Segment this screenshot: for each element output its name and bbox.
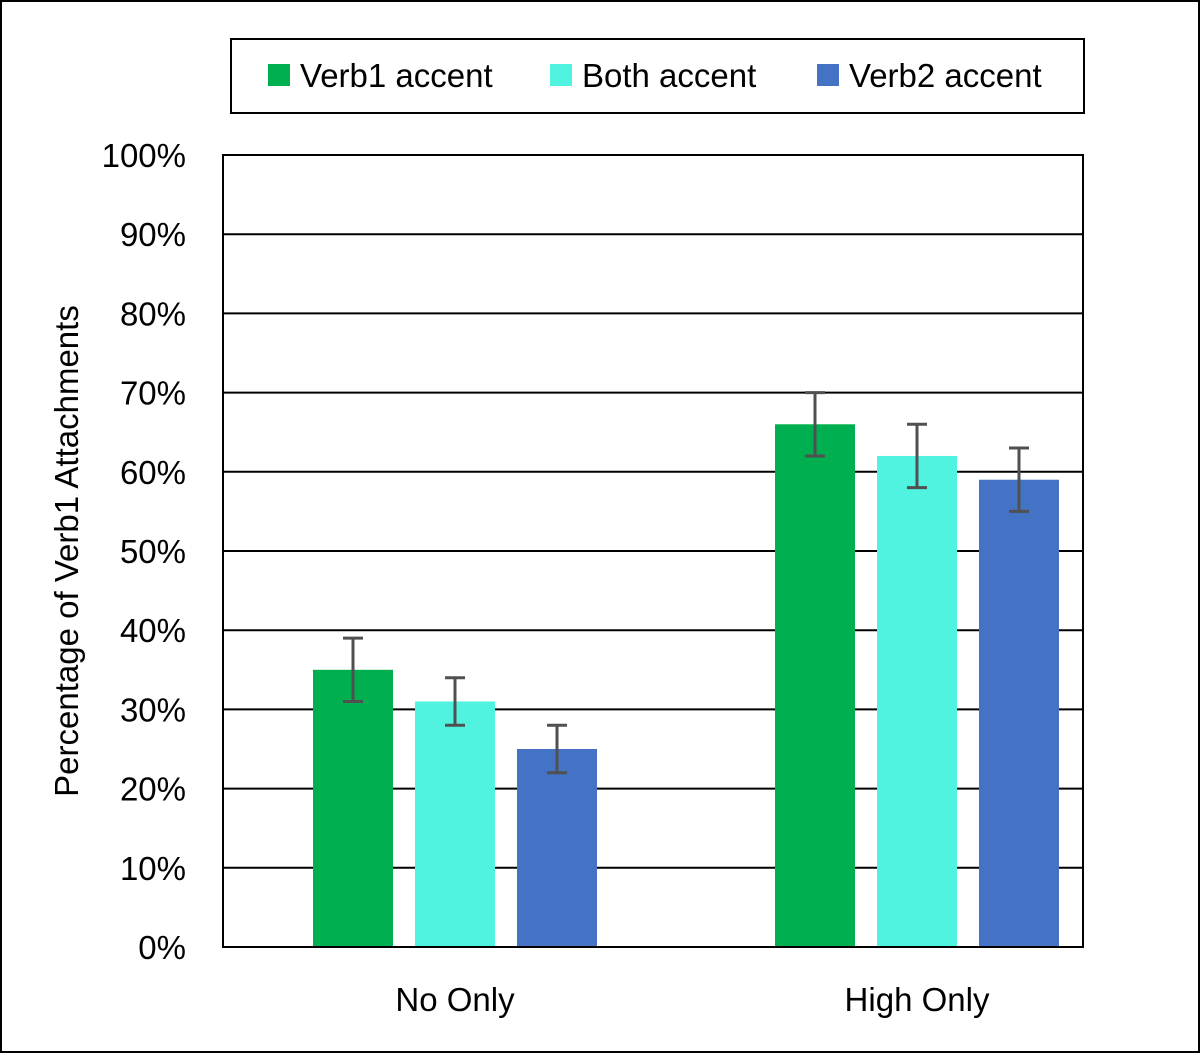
bar bbox=[979, 479, 1059, 947]
x-category-label: No Only bbox=[395, 981, 515, 1018]
y-axis-title: Percentage of Verb1 Attachments bbox=[48, 305, 85, 797]
legend-label: Verb1 accent bbox=[300, 57, 493, 94]
legend-swatch bbox=[817, 64, 839, 86]
legend-label: Verb2 accent bbox=[849, 57, 1042, 94]
y-tick-label: 70% bbox=[120, 375, 186, 412]
y-tick-label: 40% bbox=[120, 612, 186, 649]
legend-swatch bbox=[268, 64, 290, 86]
y-tick-labels: 0% 10% 20% 30% 40% 50% 60% 70% 80% 90% 100% bbox=[102, 137, 186, 966]
legend: Verb1 accent Both accent Verb2 accent bbox=[230, 38, 1085, 114]
y-tick-label: 90% bbox=[120, 216, 186, 253]
error-bars bbox=[343, 391, 1029, 775]
y-tick-label: 100% bbox=[102, 137, 186, 174]
legend-box bbox=[230, 38, 1085, 114]
bar bbox=[415, 701, 495, 947]
bar bbox=[775, 424, 855, 947]
plot-area-border bbox=[222, 154, 1084, 948]
bar bbox=[877, 455, 957, 947]
y-tick-label: 50% bbox=[120, 533, 186, 570]
bars bbox=[313, 424, 1059, 947]
y-tick-label: 30% bbox=[120, 691, 186, 728]
y-tick-label: 80% bbox=[120, 295, 186, 332]
y-tick-label: 20% bbox=[120, 771, 186, 808]
y-tick-label: 10% bbox=[120, 850, 186, 887]
bar bbox=[313, 669, 393, 947]
x-category-label: High Only bbox=[845, 981, 990, 1018]
y-tick-label: 0% bbox=[138, 929, 186, 966]
y-tick-label: 60% bbox=[120, 454, 186, 491]
bar bbox=[517, 749, 597, 947]
legend-swatch bbox=[550, 64, 572, 86]
x-category-labels: No Only High Only bbox=[395, 981, 990, 1018]
legend-label: Both accent bbox=[582, 57, 756, 94]
